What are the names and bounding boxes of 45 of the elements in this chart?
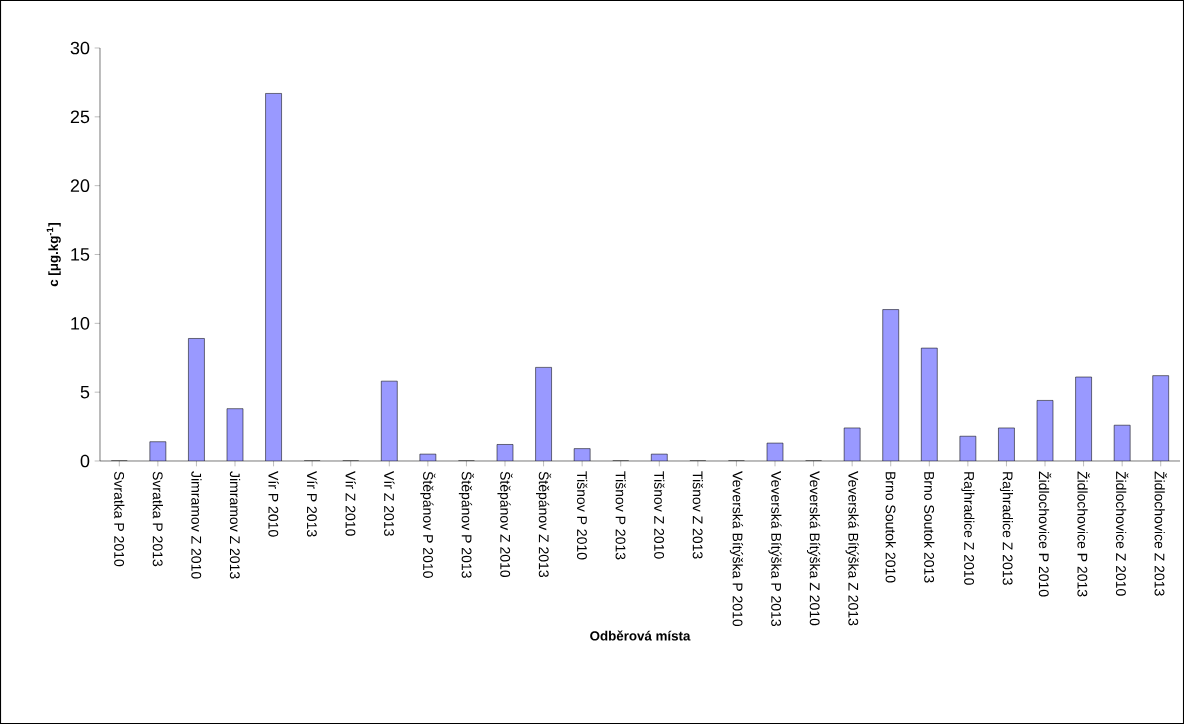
x-tick-label: Štěpánov Z 2013 [536,471,552,578]
bar [1075,377,1092,461]
bar [921,348,938,461]
x-tick-label: Vír Z 2013 [384,471,395,536]
x-tick-label: Brno Soutok 2013 [924,472,935,583]
x-tick-label: Štěpánov P 2010 [420,471,436,578]
x-tick-label: Jimramov Z 2013 [229,471,241,579]
bar [381,381,398,461]
y-tick-label: 25 [70,110,90,124]
bar [535,367,552,461]
x-tick-label: Veverská Bítýška Z 2010 [806,471,821,626]
y-tick-label: 0 [80,454,90,468]
x-tick-label: Tišnov Z 2013 [692,471,704,559]
x-axis-title: Odběrová místa [590,630,691,641]
x-tick-label: Tišnov P 2013 [615,471,626,560]
y-tick-label: 20 [70,179,90,193]
x-tick-label: Vír Z 2010 [345,471,356,536]
y-tick-label: 5 [80,385,90,399]
y-axis-title: c [μg.kg$^{-1}$] [46,222,61,287]
x-tick-label: Veverská Bítýška P 2013 [768,471,782,627]
bar [882,309,899,461]
x-tick-label: Jimramov Z 2010 [191,471,202,579]
x-tick-label: Svratka P 2013 [152,471,163,567]
bar [188,338,205,461]
x-tick-label: Veverská Bítýška Z 2013 [845,471,859,626]
x-tick-label: Vír P 2013 [306,471,318,537]
x-tick-label: Židlochovice Z 2013 [1154,471,1167,596]
y-tick-label: 15 [71,248,90,261]
x-tick-label: Štěpánov Z 2010 [497,471,513,578]
x-tick-label: Brno Soutok 2010 [885,472,896,583]
x-tick-label: Rajhradice Z 2013 [999,472,1013,585]
y-tick-label: 10 [71,316,90,330]
x-tick-label: Veverská Bítýška P 2010 [729,471,744,627]
x-tick-label: Tišnov Z 2010 [654,471,665,559]
x-tick-label: Židlochovice P 2013 [1077,471,1090,597]
x-tick-label: Vír P 2010 [268,471,279,537]
x-tick-label: Židlochovice P 2010 [1038,471,1052,597]
x-tick-label: Svratka P 2010 [114,471,125,567]
x-tick-label: Štěpánov P 2013 [458,471,474,578]
x-tick-label: Rajhradice Z 2010 [961,472,975,585]
bar [265,93,282,461]
y-tick-label: 30 [70,41,90,55]
bar [1152,375,1169,461]
x-tick-label: Židlochovice Z 2010 [1115,471,1129,596]
x-tick-label: Tišnov P 2010 [576,471,588,560]
